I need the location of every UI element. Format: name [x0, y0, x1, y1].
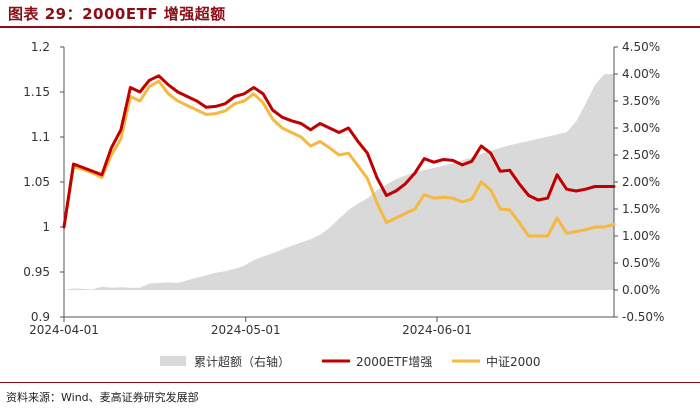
right-tick-label: 1.50% [622, 202, 660, 216]
line-series-etf [62, 74, 616, 229]
left-tick-label: 0.9 [31, 310, 50, 324]
area-layer [64, 74, 614, 290]
x-tick-label: 2024-06-01 [402, 323, 472, 337]
right-tick-label: 3.00% [622, 121, 660, 135]
chart-title: 图表 29：2000ETF 增强超额 [8, 5, 226, 23]
legend-swatch-excess [160, 356, 186, 366]
right-tick-label: -0.50% [622, 310, 664, 324]
left-tick-label: 1.2 [31, 40, 50, 54]
left-tick-label: 1.1 [31, 130, 50, 144]
legend-label: 2000ETF增强 [356, 355, 432, 369]
axes-layer: 0.9 0.95 1 1.05 1.1 1.15 1.2 -0.50% 0.00% 0.50% 1.… [23, 40, 664, 337]
right-tick-label: 4.50% [622, 40, 660, 54]
right-tick-label: 0.50% [622, 256, 660, 270]
chart: 0.9 0.95 1 1.05 1.1 1.15 1.2 -0.50% 0.00% 0.50% 1.… [23, 40, 664, 369]
line-series-index [62, 79, 616, 238]
right-tick-label: 0.00% [622, 283, 660, 297]
title-rule [0, 26, 700, 28]
right-tick-label: 1.00% [622, 229, 660, 243]
title-bar: 图表 29：2000ETF 增强超额 [0, 0, 700, 28]
right-tick-label: 2.00% [622, 175, 660, 189]
source-rule [0, 382, 700, 383]
legend: 累计超额（右轴） 2000ETF增强 中证2000 [160, 354, 541, 369]
left-tick-label: 1.05 [23, 175, 50, 189]
x-tick-label: 2024-04-01 [29, 323, 99, 337]
left-tick-label: 1.15 [23, 85, 50, 99]
lines-layer [62, 74, 616, 238]
right-tick-label: 3.50% [622, 94, 660, 108]
x-tick-label: 2024-05-01 [211, 323, 281, 337]
area-series-excess [64, 74, 614, 290]
right-tick-label: 2.50% [622, 148, 660, 162]
left-tick-label: 1 [42, 220, 50, 234]
legend-label: 累计超额（右轴） [194, 354, 290, 369]
right-tick-label: 4.00% [622, 67, 660, 81]
source-note: 资料来源：Wind、麦高证券研究发展部 [6, 391, 199, 404]
left-tick-label: 0.95 [23, 265, 50, 279]
legend-label: 中证2000 [486, 354, 541, 369]
